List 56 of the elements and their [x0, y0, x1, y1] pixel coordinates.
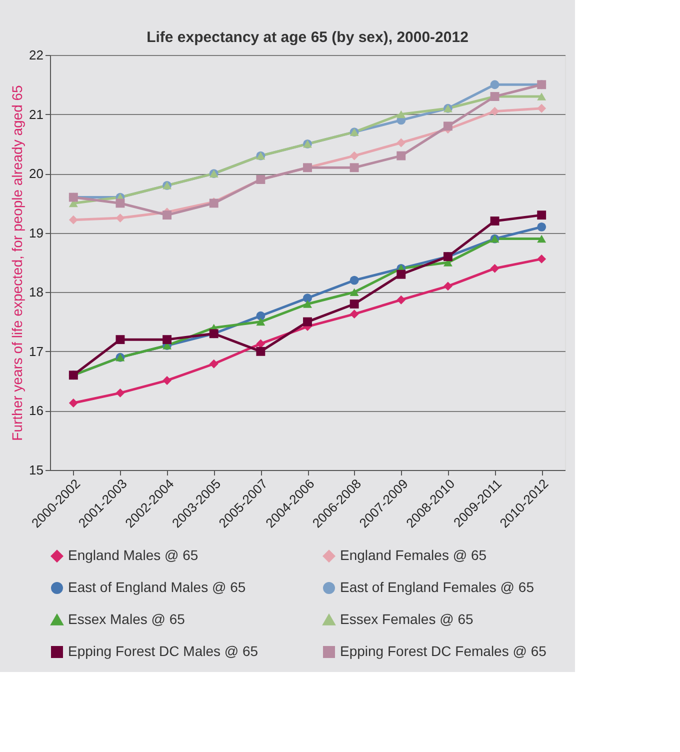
point: [537, 254, 546, 264]
point: [490, 216, 500, 226]
y-axis-title: Further years of life expected, for people already aged 65: [9, 84, 26, 441]
point: [162, 376, 172, 385]
point: [396, 270, 406, 279]
legend-label: Essex Males @ 65: [68, 611, 186, 627]
point: [209, 359, 218, 368]
point: [116, 388, 125, 398]
point: [256, 311, 266, 320]
y-tick-label: 17: [29, 344, 44, 359]
point: [537, 210, 546, 220]
point: [256, 346, 266, 356]
point: [68, 398, 78, 408]
y-tick-label: 15: [29, 462, 44, 478]
legend-label: Epping Forest DC Males @ 65: [68, 643, 258, 659]
point: [116, 335, 125, 344]
point: [256, 318, 266, 326]
legend-label: England Males @ 65: [68, 547, 198, 564]
point: [490, 106, 500, 116]
legend-label: Epping Forest DC Females @ 65: [340, 643, 547, 659]
legend-label: East of England Females @ 65: [340, 579, 534, 595]
point: [350, 310, 359, 319]
legend-label: England Females @ 65: [340, 547, 487, 564]
point: [490, 80, 500, 90]
point: [537, 234, 546, 243]
point: [303, 300, 312, 308]
point: [162, 210, 172, 220]
y-tick-label: 18: [29, 284, 44, 300]
point: [303, 317, 312, 326]
legend-label: Essex Females @ 65: [340, 611, 474, 627]
y-tick-label: 21: [29, 106, 44, 122]
point: [68, 215, 78, 224]
point: [443, 282, 452, 291]
point: [537, 222, 546, 232]
point: [537, 104, 546, 113]
point: [396, 110, 406, 118]
chart-title: Life expectancy at age 65 (by sex), 2000-2012: [146, 29, 468, 46]
point: [303, 294, 312, 303]
point: [350, 276, 359, 285]
y-tick-label: 22: [29, 48, 44, 62]
point: [396, 295, 406, 304]
y-tick-label: 20: [29, 166, 44, 182]
point: [350, 288, 359, 296]
point: [396, 151, 406, 160]
point: [116, 198, 125, 208]
point: [350, 300, 359, 308]
point: [443, 122, 452, 131]
point: [350, 151, 359, 160]
point: [162, 335, 172, 344]
legend-label: East of England Males @ 65: [68, 579, 246, 595]
y-tick-label: 19: [29, 225, 44, 240]
point: [350, 163, 359, 172]
y-tick-label: 16: [29, 403, 44, 418]
point: [537, 92, 546, 100]
point: [490, 264, 500, 273]
point: [396, 138, 406, 148]
